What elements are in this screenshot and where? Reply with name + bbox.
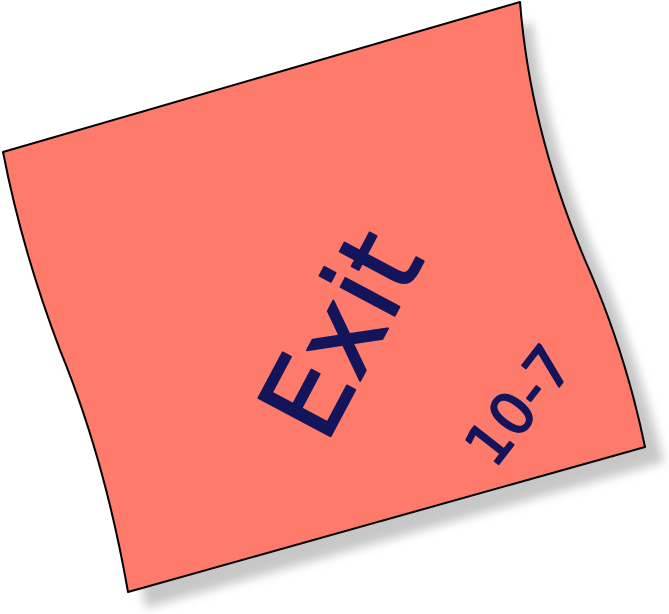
sticky-note: [2, 1, 646, 593]
